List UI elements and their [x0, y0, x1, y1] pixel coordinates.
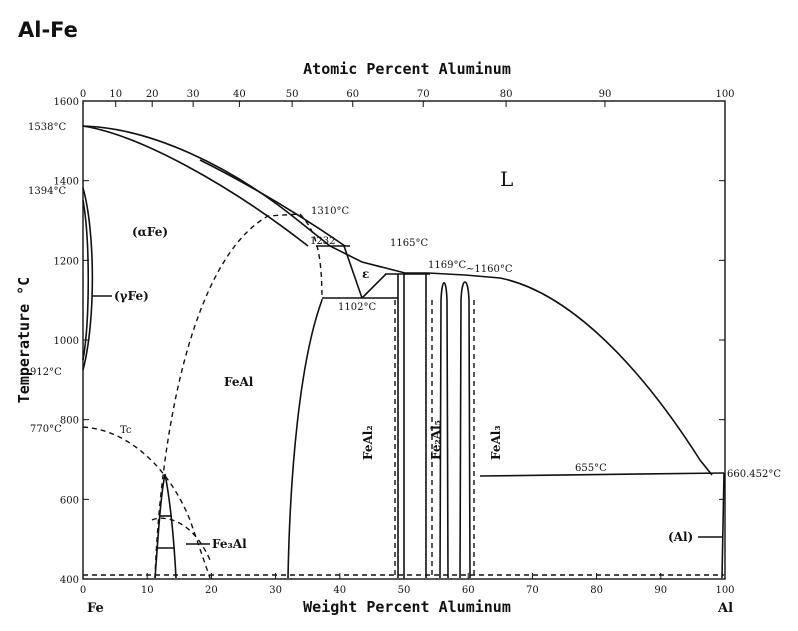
liquidus-fe-side — [82, 125, 713, 476]
fe3al-label: Fe₃Al — [212, 537, 247, 551]
top-tick-label: 50 — [286, 89, 299, 100]
top-axis-title: Atomic Percent Aluminum — [303, 60, 511, 78]
al-melting-annotation: 660.452°C — [727, 469, 781, 480]
feal2-peritectic-annotation: 1165°C — [390, 238, 428, 249]
top-tick-label: 90 — [599, 89, 612, 100]
liquid-label: L — [500, 167, 513, 191]
alpha-gamma-annotation: 912°C — [30, 367, 62, 378]
feal-right-boundary-solid — [287, 299, 323, 579]
curie-line — [82, 426, 211, 579]
bottom-tick-label: 10 — [141, 585, 154, 596]
bottom-tick-label: 30 — [269, 585, 282, 596]
al-endpoint-label: Al — [717, 601, 733, 616]
bottom-tick-label: 50 — [398, 585, 411, 596]
top-tick-label: 80 — [500, 89, 513, 100]
al-phase-label: (Al) — [668, 530, 693, 544]
feal2-label: FeAl₂ — [361, 425, 375, 460]
feal3-dome — [459, 281, 471, 579]
bottom-tick-label: 40 — [333, 585, 346, 596]
bottom-tick-label: 90 — [654, 585, 667, 596]
left-tick-label: 600 — [60, 495, 79, 506]
fe3al-order-line — [151, 517, 211, 561]
left-tick-label: 800 — [60, 416, 79, 427]
gamma-delta-annotation: 1394°C — [28, 186, 66, 197]
fe-melting-annotation: 1538°C — [28, 122, 66, 133]
eutectic-line-655 — [479, 472, 725, 477]
gamma-loop-inner — [82, 199, 90, 361]
left-tick-label: 1600 — [54, 97, 79, 108]
feal-dome-left — [154, 213, 301, 579]
peritectic-annotation: 1232 — [310, 236, 335, 247]
diagram-title: Al-Fe — [18, 18, 78, 42]
fe2al5-dome — [439, 281, 449, 579]
y-axis-title: Temperature °C — [15, 277, 33, 403]
alpha-fe-label: (αFe) — [132, 225, 168, 239]
top-tick-label: 10 — [109, 89, 122, 100]
fe3al-region — [154, 473, 177, 579]
top-tick-label: 40 — [233, 89, 246, 100]
eutectoid-annotation: 1102°C — [338, 302, 376, 313]
feal-dome-right — [299, 213, 323, 301]
eutectic-annotation: 655°C — [575, 463, 607, 474]
top-tick-label: 70 — [417, 89, 430, 100]
curie-tc-label: Tc — [120, 425, 132, 436]
bottom-tick-label: 60 — [462, 585, 475, 596]
left-tick-label: 1000 — [54, 336, 79, 347]
top-tick-label: 30 — [187, 89, 200, 100]
gamma-fe-label: (γFe) — [114, 289, 149, 303]
bottom-tick-label: 0 — [80, 585, 86, 596]
top-tick-label: 60 — [346, 89, 359, 100]
top-tick-label: 0 — [80, 89, 86, 100]
bottom-tick-label: 20 — [205, 585, 218, 596]
liquidus-inner — [199, 159, 346, 247]
axis-ticks: 0 10 20 30 40 50 60 70 80 90 1000 10 20 30 40 50 60 70 80 9… — [54, 89, 735, 596]
feal-max-annotation: 1310°C — [311, 206, 349, 217]
solidus-alpha-fe — [82, 125, 309, 247]
al-solvus — [721, 472, 725, 579]
gamma-loop — [82, 187, 94, 371]
top-tick-label: 20 — [146, 89, 159, 100]
epsilon-label: ε — [362, 267, 369, 281]
feal3-label: FeAl₃ — [489, 425, 503, 460]
fe-endpoint-label: Fe — [87, 601, 104, 616]
left-tick-label: 400 — [60, 575, 79, 586]
left-tick-label: 1400 — [54, 177, 79, 188]
fe2al5-melt-annotation: 1169°C — [428, 260, 466, 271]
fe2al5-label: Fe₂Al₅ — [429, 420, 443, 460]
left-tick-label: 1200 — [54, 256, 79, 267]
feal-label: FeAl — [224, 375, 254, 389]
feal3-melt-annotation: ~1160°C — [466, 264, 513, 275]
epsilon-right-boundary — [361, 273, 387, 299]
bottom-tick-label: 70 — [526, 585, 539, 596]
epsilon-left-boundary — [343, 245, 363, 299]
bottom-tick-label: 100 — [715, 585, 734, 596]
bottom-tick-label: 80 — [590, 585, 603, 596]
x-axis-title: Weight Percent Aluminum — [303, 598, 511, 616]
top-tick-label: 100 — [715, 89, 734, 100]
curie-annotation: 770°C — [30, 424, 62, 435]
